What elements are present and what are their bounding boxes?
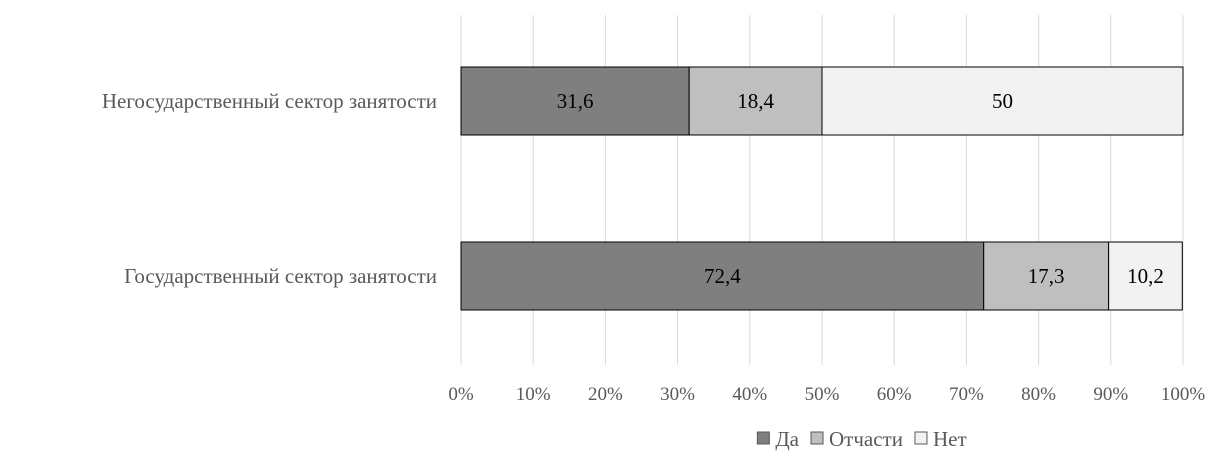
x-tick-label: 10% bbox=[516, 384, 551, 405]
legend-label: Отчасти bbox=[829, 427, 903, 451]
x-tick-label: 70% bbox=[949, 384, 984, 405]
bar-segment bbox=[1108, 241, 1183, 311]
data-label: 31,6 bbox=[557, 89, 594, 113]
x-tick-label: 100% bbox=[1161, 384, 1206, 405]
bars: 31,6 18,4 50 72,4 17,3 10,2 bbox=[460, 66, 1184, 311]
legend-swatch bbox=[756, 431, 770, 445]
bar-segment bbox=[460, 241, 985, 311]
legend-swatch bbox=[810, 431, 824, 445]
legend-swatch bbox=[914, 431, 928, 445]
legend-label: Нет bbox=[933, 427, 967, 451]
x-tick-label: 20% bbox=[588, 384, 623, 405]
data-label: 18,4 bbox=[737, 89, 774, 113]
x-tick-label: 80% bbox=[1021, 384, 1056, 405]
x-tick-label: 60% bbox=[877, 384, 912, 405]
x-tick-label: 0% bbox=[448, 384, 474, 405]
data-label: 72,4 bbox=[704, 264, 741, 288]
category-label: Негосударственный сектор занятости bbox=[102, 89, 437, 113]
x-tick-label: 90% bbox=[1093, 384, 1128, 405]
x-tick-label: 40% bbox=[732, 384, 767, 405]
data-label: 50 bbox=[992, 89, 1013, 113]
bar-segment bbox=[460, 66, 690, 136]
legend: Да Отчасти Нет bbox=[756, 427, 967, 451]
x-tick-label: 30% bbox=[660, 384, 695, 405]
x-axis-ticks: 0% 10% 20% 30% 40% 50% 60% 70% 80% 90% 100% bbox=[448, 384, 1205, 405]
data-label: 10,2 bbox=[1127, 264, 1164, 288]
data-label: 17,3 bbox=[1028, 264, 1065, 288]
category-labels: Негосударственный сектор занятости Госуда… bbox=[102, 89, 437, 288]
bar-segment bbox=[983, 241, 1110, 311]
category-label: Государственный сектор занятости bbox=[124, 264, 437, 288]
x-tick-label: 50% bbox=[805, 384, 840, 405]
bar-segment bbox=[821, 66, 1184, 136]
legend-label: Да bbox=[775, 427, 799, 451]
